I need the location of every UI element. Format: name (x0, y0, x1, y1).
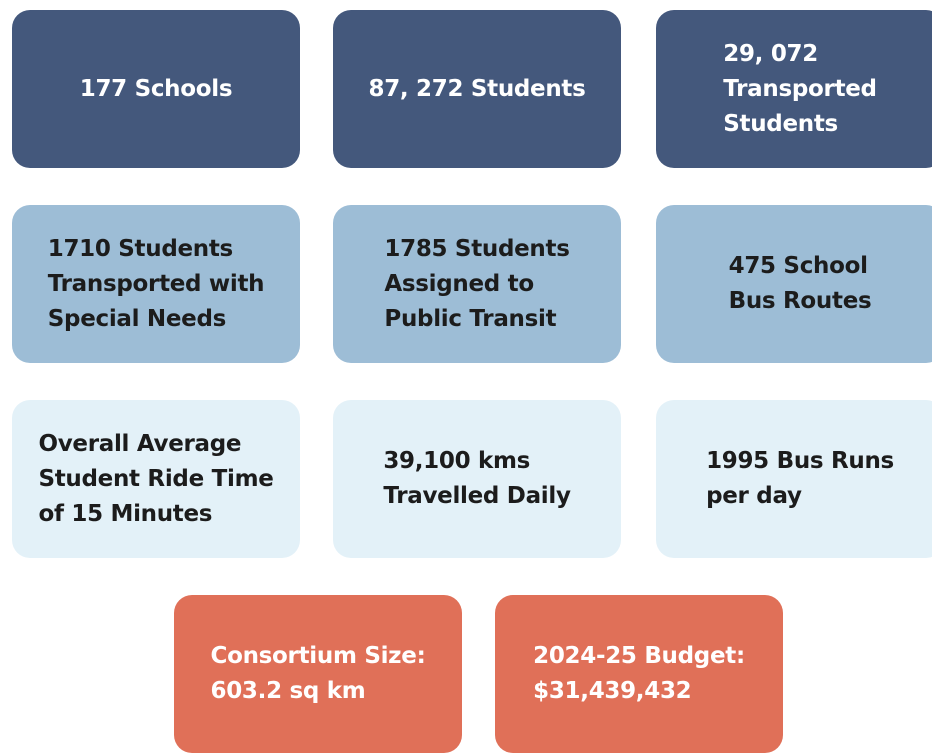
stat-text: 39,100 kms Travelled Daily (383, 444, 571, 514)
stat-line: Students (723, 110, 838, 137)
stat-text: 29, 072 Transported Students (723, 37, 877, 142)
stat-line: Travelled Daily (383, 483, 571, 509)
stat-line: per day (706, 483, 802, 509)
stat-line: 475 School (728, 253, 868, 279)
stat-tile: 177 Schools (12, 10, 300, 168)
stat-tile: 87, 272 Students (333, 10, 621, 168)
stat-line: Transported (723, 75, 877, 102)
stat-line: 87, 272 Students (368, 75, 586, 102)
stat-text: 1785 Students Assigned to Public Transit (384, 232, 569, 337)
stat-line: Student Ride Time (38, 465, 274, 492)
stat-line: 2024-25 Budget: (533, 643, 745, 669)
stat-text: 87, 272 Students (368, 72, 585, 107)
stat-line: of 15 Minutes (38, 500, 213, 527)
stat-tile: 39,100 kms Travelled Daily (333, 400, 621, 558)
stat-text: 2024-25 Budget: $31,439,432 (533, 639, 745, 709)
stat-line: 603.2 sq km (210, 678, 366, 704)
stat-line: Public Transit (384, 305, 557, 332)
stat-line: Transported with (47, 270, 265, 297)
stat-text: 1995 Bus Runs per day (706, 444, 894, 514)
stat-tile: 1995 Bus Runs per day (656, 400, 932, 558)
stat-line: 1995 Bus Runs (706, 448, 894, 474)
stat-tile: Overall Average Student Ride Time of 15 Mi… (12, 400, 300, 558)
stat-line: Consortium Size: (210, 643, 426, 669)
stat-text: Consortium Size: 603.2 sq km (211, 639, 426, 709)
stat-line: $31,439,432 (533, 678, 692, 704)
stat-line: Assigned to (384, 270, 534, 297)
stat-text: 1710 Students Transported with Special Nee… (47, 232, 265, 337)
stat-line: 29, 072 (723, 40, 818, 67)
stat-line: Bus Routes (728, 288, 872, 314)
stat-text: Overall Average Student Ride Time of 15 Mi… (38, 427, 273, 532)
stat-tile: 29, 072 Transported Students (656, 10, 932, 168)
stat-tile: 2024-25 Budget: $31,439,432 (495, 595, 783, 753)
stat-tile: 475 School Bus Routes (656, 205, 932, 363)
stat-text: 475 School Bus Routes (729, 249, 872, 319)
stat-line: 1785 Students (384, 235, 570, 262)
stat-tile: Consortium Size: 603.2 sq km (174, 595, 462, 753)
stat-tile: 1785 Students Assigned to Public Transit (333, 205, 621, 363)
stat-tile: 1710 Students Transported with Special Nee… (12, 205, 300, 363)
stat-line: 177 Schools (79, 75, 233, 102)
stat-line: 39,100 kms (383, 448, 531, 474)
stat-line: Overall Average (38, 430, 242, 457)
stat-text: 177 Schools (79, 72, 233, 107)
stat-line: Special Needs (47, 305, 227, 332)
stat-line: 1710 Students (47, 235, 233, 262)
